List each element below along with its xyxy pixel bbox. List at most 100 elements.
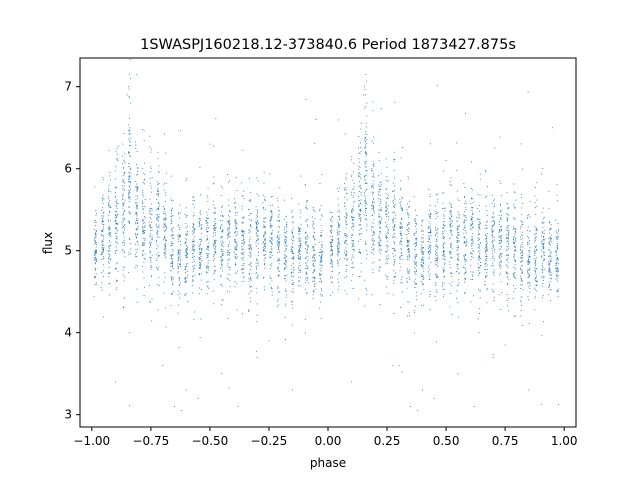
data-point	[505, 254, 507, 256]
data-point	[291, 246, 293, 248]
data-point	[284, 263, 286, 265]
data-point	[344, 249, 346, 251]
data-point	[515, 259, 517, 261]
data-point	[408, 239, 410, 241]
data-point	[285, 215, 287, 217]
data-point	[142, 202, 144, 204]
data-point	[364, 176, 366, 178]
data-point	[364, 133, 366, 135]
data-point	[435, 250, 437, 252]
data-point	[156, 260, 158, 261]
data-point	[506, 299, 508, 301]
data-point	[321, 244, 323, 245]
data-point	[387, 230, 389, 232]
data-point	[415, 261, 417, 263]
data-point	[346, 239, 348, 241]
data-point	[500, 266, 502, 268]
data-point	[185, 268, 187, 270]
data-point	[221, 235, 223, 237]
data-point	[479, 228, 481, 230]
data-point	[234, 286, 236, 288]
data-point	[263, 226, 265, 228]
data-point	[193, 229, 195, 231]
data-point	[144, 226, 146, 228]
data-point	[364, 200, 366, 202]
data-point	[234, 239, 236, 241]
data-point	[278, 210, 280, 212]
data-point	[421, 259, 423, 261]
data-point	[465, 244, 467, 246]
data-point	[141, 230, 143, 232]
data-point	[464, 242, 466, 244]
data-point	[506, 259, 508, 261]
data-point	[520, 261, 522, 262]
data-point	[235, 231, 237, 233]
data-point	[429, 228, 431, 230]
data-point	[378, 243, 380, 245]
data-point	[128, 221, 130, 223]
data-point	[171, 244, 173, 246]
data-point	[556, 246, 558, 248]
data-point	[506, 254, 508, 256]
data-point	[337, 238, 339, 240]
data-point	[522, 246, 524, 248]
data-point	[428, 226, 430, 228]
data-point	[435, 245, 437, 247]
data-point	[543, 216, 545, 218]
data-point	[249, 248, 251, 249]
data-point	[157, 192, 159, 194]
data-point	[264, 242, 266, 244]
data-point	[184, 295, 186, 297]
data-point	[494, 249, 495, 251]
data-point	[428, 232, 430, 233]
data-point	[527, 263, 529, 265]
data-point	[330, 260, 332, 262]
data-point	[298, 266, 300, 268]
data-point	[158, 224, 160, 226]
data-point	[241, 257, 243, 259]
data-point	[451, 219, 453, 221]
data-point	[192, 243, 194, 245]
data-point	[222, 252, 224, 254]
data-point	[458, 253, 460, 255]
data-point	[220, 185, 222, 187]
data-point	[442, 289, 444, 291]
data-point	[346, 253, 348, 255]
data-point	[214, 248, 215, 250]
data-point	[178, 271, 180, 273]
data-point	[464, 221, 466, 223]
data-point	[330, 242, 332, 243]
data-point	[393, 196, 395, 198]
data-point	[345, 219, 347, 221]
data-point	[463, 197, 465, 199]
data-point	[144, 231, 146, 233]
data-point	[278, 263, 280, 265]
data-point	[278, 217, 280, 219]
data-point	[521, 257, 523, 259]
data-point	[234, 228, 236, 230]
data-point	[278, 274, 280, 276]
data-point	[520, 143, 522, 145]
data-point	[430, 234, 432, 236]
data-point	[450, 213, 452, 214]
data-point	[95, 263, 96, 265]
data-point	[137, 188, 139, 190]
data-point	[402, 208, 403, 210]
data-point	[536, 281, 538, 282]
data-point	[536, 284, 538, 286]
data-point	[365, 208, 366, 209]
data-point	[185, 389, 187, 391]
data-point	[241, 249, 243, 251]
data-point	[264, 232, 266, 234]
data-point	[437, 247, 438, 249]
data-point	[171, 265, 173, 267]
data-point	[443, 282, 445, 284]
data-point	[464, 187, 466, 188]
data-point	[535, 285, 537, 286]
data-point	[136, 206, 138, 208]
data-point	[134, 141, 136, 143]
data-point	[506, 249, 508, 251]
data-point	[477, 240, 479, 242]
data-point	[255, 267, 257, 269]
data-point	[227, 214, 229, 216]
